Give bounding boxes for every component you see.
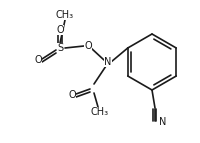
Text: CH₃: CH₃ <box>56 10 74 20</box>
Text: N: N <box>104 57 111 67</box>
Text: O: O <box>34 55 42 65</box>
Text: O: O <box>84 41 91 51</box>
Text: O: O <box>68 90 75 100</box>
Text: CH₃: CH₃ <box>90 107 109 117</box>
Text: N: N <box>158 117 166 127</box>
Text: S: S <box>57 43 63 53</box>
Text: O: O <box>56 25 63 35</box>
